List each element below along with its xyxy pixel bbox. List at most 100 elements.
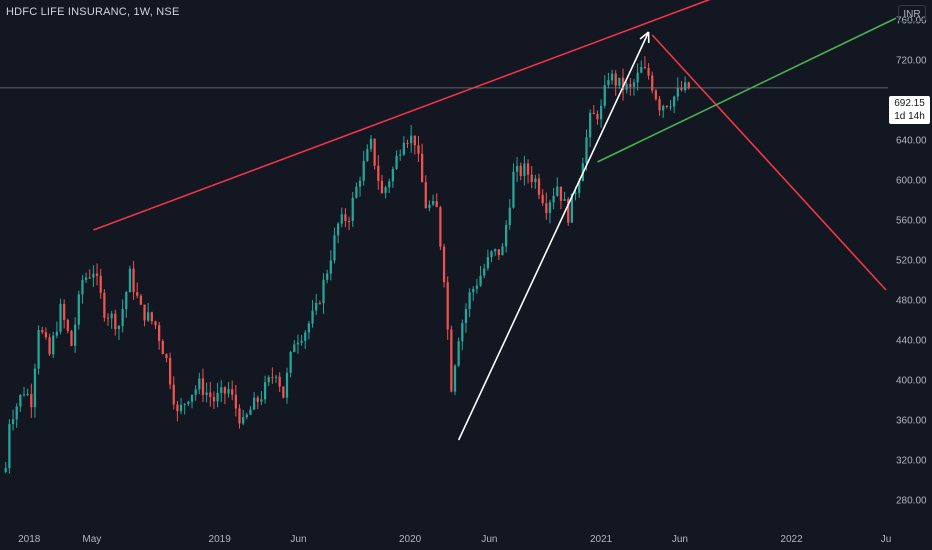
candle-body <box>55 331 59 336</box>
x-tick-label: 2021 <box>590 534 613 545</box>
candle-body <box>548 202 552 213</box>
candle-body <box>187 401 190 404</box>
y-tick-label: 360.00 <box>896 416 927 427</box>
candle-body <box>194 389 197 395</box>
candle-body <box>541 194 544 204</box>
red-falling-trendline[interactable] <box>651 34 887 291</box>
candle-body <box>384 187 387 194</box>
candle-body <box>574 192 577 194</box>
candle-body <box>340 214 343 224</box>
candle-body <box>643 67 647 69</box>
candle-body <box>278 376 281 387</box>
candle-body <box>673 96 676 107</box>
candle-body <box>322 279 325 304</box>
candle-body <box>256 397 259 402</box>
candle-body <box>183 403 186 405</box>
red-resistance-trendline[interactable] <box>93 0 896 231</box>
candle-body <box>687 82 690 89</box>
trend-drawings[interactable] <box>93 0 897 441</box>
candle-body <box>125 292 128 310</box>
candle-body <box>654 90 658 100</box>
candle-body <box>424 182 427 209</box>
candle-body <box>15 406 18 420</box>
candle-body <box>139 295 143 305</box>
candle-body <box>179 404 183 412</box>
candle-body <box>355 186 358 198</box>
green-rising-trendline[interactable] <box>597 17 897 163</box>
time-axis[interactable]: 2018 May 2019 Jun 2020 Jun 2021 Jun 2022 Ju <box>18 534 891 545</box>
candle-body <box>406 142 409 144</box>
candle-body <box>212 396 216 402</box>
candle-body <box>132 268 135 293</box>
candle-body <box>599 105 603 120</box>
x-tick-label: Jun <box>481 534 497 545</box>
arrow-head <box>639 31 650 40</box>
candle-body <box>640 67 643 73</box>
candle-body <box>446 282 449 330</box>
candle-body <box>176 404 179 412</box>
candle-body <box>388 181 391 188</box>
candle-body <box>260 399 263 402</box>
y-tick-label: 320.00 <box>896 456 927 467</box>
x-tick-label: Jun <box>672 534 688 545</box>
candle-body <box>475 285 479 289</box>
candle-body <box>154 321 157 326</box>
candle-body <box>242 417 245 424</box>
y-tick-label: 600.00 <box>896 176 927 187</box>
candle-body <box>508 207 511 226</box>
candle-body <box>559 186 563 201</box>
candle-body <box>636 72 639 83</box>
candle-body <box>59 303 62 332</box>
price-axis[interactable]: 280.00 320.00 360.00 400.00 440.00 480.00 520.… <box>896 16 927 507</box>
candle-body <box>158 325 161 341</box>
candle-body <box>4 468 7 472</box>
candle-body <box>515 165 519 172</box>
candle-body <box>48 337 51 355</box>
candle-body <box>315 302 318 311</box>
x-tick-label: 2022 <box>780 534 803 545</box>
candle-body <box>245 414 248 418</box>
candle-body <box>614 73 617 86</box>
candle-body <box>523 163 526 177</box>
y-tick-label: 480.00 <box>896 296 927 307</box>
candle-body <box>358 180 362 187</box>
candle-body <box>472 288 475 293</box>
candle-body <box>318 302 321 304</box>
candle-body <box>99 275 102 293</box>
candle-body <box>501 246 504 256</box>
candle-body <box>567 199 570 223</box>
candle-body <box>117 325 121 330</box>
candle-body <box>369 138 373 150</box>
candle-body <box>552 195 555 203</box>
candle-body <box>669 106 672 108</box>
candle-body <box>395 155 398 169</box>
candle-body <box>413 135 416 146</box>
candlestick-series <box>4 56 690 474</box>
candle-body <box>665 105 668 107</box>
candle-body <box>33 368 37 408</box>
candle-body <box>216 392 219 402</box>
candle-body <box>234 394 237 409</box>
x-tick-label: Jun <box>290 534 306 545</box>
candle-body <box>329 260 332 274</box>
last-price-value: 692.15 <box>894 98 925 109</box>
candle-body <box>497 249 500 256</box>
candle-body <box>680 87 683 90</box>
candle-body <box>285 372 289 398</box>
candle-body <box>658 99 661 111</box>
candle-body <box>227 389 230 394</box>
candle-body <box>512 171 515 208</box>
candle-body <box>607 80 610 86</box>
candle-body <box>592 112 595 115</box>
candle-body <box>30 394 33 408</box>
candle-body <box>110 313 113 319</box>
candle-body <box>88 277 91 279</box>
candle-body <box>326 273 329 280</box>
currency-label[interactable]: INR <box>898 5 926 22</box>
candle-body <box>168 358 172 385</box>
symbol-title[interactable]: HDFC LIFE INSURANC, 1W, NSE <box>6 6 180 18</box>
white-arrow[interactable] <box>457 31 650 441</box>
candle-body <box>147 312 150 321</box>
candle-body <box>399 154 402 156</box>
